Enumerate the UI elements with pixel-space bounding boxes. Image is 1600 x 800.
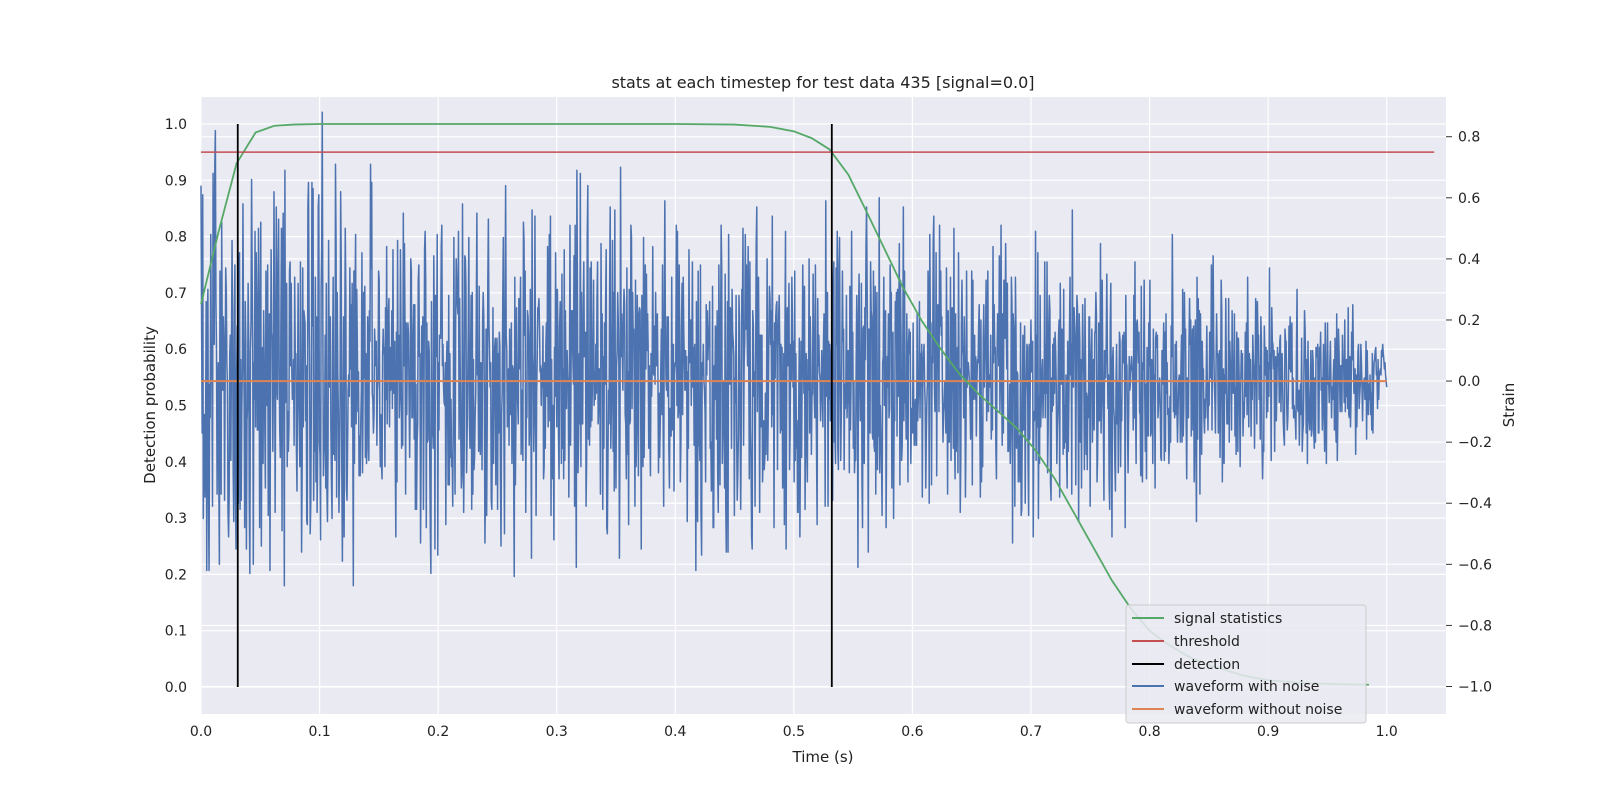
y-left-tick-label: 0.7 (165, 286, 187, 302)
y-left-tick-label: 0.6 (165, 342, 187, 358)
legend: signal statistics threshold detection wa… (1125, 604, 1367, 724)
y-right-tick-label: 0.6 (1458, 191, 1480, 207)
series-waveform-with-noise (200, 111, 1388, 587)
legend-label-signal-statistics: signal statistics (1174, 611, 1282, 627)
x-tick-label: 0.2 (427, 724, 449, 740)
y-left-tick-label: 0.8 (165, 230, 187, 246)
legend-label-threshold: threshold (1174, 634, 1240, 650)
x-tick-label: 0.1 (308, 724, 330, 740)
x-tick-label: 0.0 (190, 724, 212, 740)
ticks: 0.0 0.1 0.2 0.3 0.4 0.5 0.6 0.7 0.8 0.9 1.0 0.0 0.1 0… (165, 117, 1492, 740)
y-left-tick-label: 0.4 (165, 455, 187, 471)
y-axis-left-label: Detection probability (141, 326, 159, 484)
x-tick-label: 0.6 (901, 724, 923, 740)
y-right-tick-label: 0.0 (1458, 374, 1480, 390)
x-tick-label: 0.4 (664, 724, 686, 740)
x-axis-label: Time (s) (792, 748, 854, 766)
y-left-tick-label: 0.3 (165, 511, 187, 527)
y-right-tick-label: −0.2 (1458, 435, 1492, 451)
legend-label-detection: detection (1174, 657, 1240, 673)
x-tick-label: 1.0 (1376, 724, 1398, 740)
y-left-tick-label: 0.2 (165, 567, 187, 583)
y-right-tick-label: −1.0 (1458, 680, 1492, 696)
y-left-tick-label: 0.1 (165, 624, 187, 640)
y-right-tick-label: −0.8 (1458, 618, 1492, 634)
y-right-tick-label: 0.8 (1458, 130, 1480, 146)
y-left-tick-label: 0.9 (165, 173, 187, 189)
y-left-tick-label: 0.5 (165, 399, 187, 415)
x-tick-label: 0.9 (1257, 724, 1279, 740)
legend-box (1125, 604, 1367, 724)
legend-label-waveform-without-noise: waveform without noise (1174, 702, 1342, 718)
y-right-tick-label: −0.4 (1458, 496, 1492, 512)
y-right-tick-label: 0.4 (1458, 252, 1480, 268)
legend-label-waveform-with-noise: waveform with noise (1174, 679, 1319, 695)
y-left-tick-label: 1.0 (165, 117, 187, 133)
y-right-tick-label: −0.6 (1458, 557, 1492, 573)
y-axis-right-label: Strain (1500, 383, 1518, 427)
x-tick-label: 0.5 (783, 724, 805, 740)
x-tick-label: 0.3 (546, 724, 568, 740)
y-left-tick-label: 0.0 (165, 680, 187, 696)
x-tick-label: 0.7 (1020, 724, 1042, 740)
y-right-tick-label: 0.2 (1458, 313, 1480, 329)
x-tick-label: 0.8 (1138, 724, 1160, 740)
chart-title: stats at each timestep for test data 435… (611, 73, 1034, 92)
